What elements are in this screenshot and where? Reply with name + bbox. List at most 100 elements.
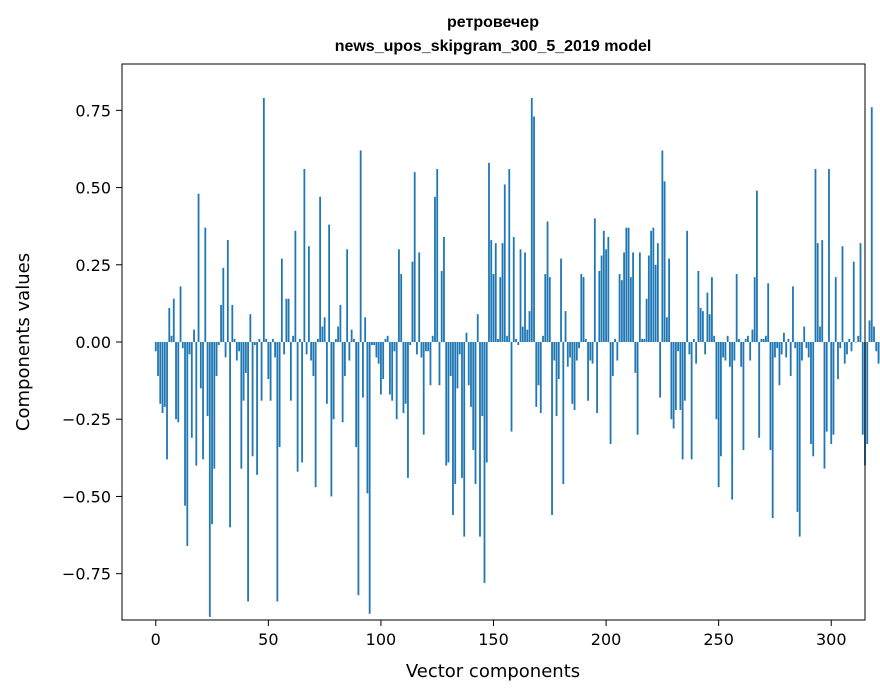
bar-component-275 [774, 342, 776, 358]
bar-component-306 [843, 342, 846, 364]
bar-component-105 [391, 342, 394, 401]
bar-component-107 [395, 342, 398, 420]
bar-component-303 [837, 342, 839, 380]
bar-component-52 [271, 338, 274, 342]
bar-component-127 [440, 270, 443, 342]
bar-component-319 [873, 326, 875, 342]
bar-component-270 [762, 338, 765, 342]
bar-component-24 [208, 342, 211, 617]
bar-component-198 [600, 255, 603, 342]
bar-component-269 [760, 338, 763, 342]
bar-component-101 [382, 342, 385, 380]
bar-component-45 [256, 342, 258, 475]
bar-component-106 [393, 342, 396, 352]
bar-component-6 [168, 308, 171, 342]
bar-component-169 [535, 342, 538, 407]
bar-component-109 [400, 274, 403, 342]
bar-component-243 [701, 311, 704, 342]
bar-component-253 [724, 342, 727, 361]
bar-component-84 [344, 342, 346, 376]
bar-component-108 [398, 249, 400, 342]
bar-component-237 [688, 342, 691, 355]
bar-component-134 [456, 342, 459, 389]
bar-component-47 [260, 342, 263, 401]
bar-component-173 [544, 274, 547, 342]
bar-component-95 [368, 342, 371, 614]
bar-component-137 [463, 342, 466, 537]
x-tick-label: 50 [258, 630, 278, 649]
bar-component-15 [188, 342, 191, 355]
bar-component-129 [445, 342, 448, 466]
bar-component-10 [177, 342, 180, 423]
bar-component-99 [377, 342, 380, 364]
bar-component-130 [447, 342, 450, 463]
bar-component-307 [846, 342, 848, 355]
bar-component-102 [384, 338, 387, 342]
bar-component-16 [190, 342, 193, 438]
bar-component-220 [650, 230, 653, 342]
bar-component-288 [803, 326, 806, 342]
bar-component-234 [681, 342, 684, 460]
bar-component-156 [506, 335, 508, 342]
bar-component-268 [758, 342, 761, 438]
bar-component-50 [267, 342, 270, 380]
bar-component-202 [609, 342, 612, 444]
bar-component-133 [454, 342, 457, 485]
bar-component-188 [578, 342, 580, 349]
bar-component-179 [557, 342, 560, 380]
bar-component-194 [591, 342, 594, 364]
bar-component-132 [452, 342, 454, 515]
bar-component-295 [819, 326, 821, 342]
bar-component-296 [821, 240, 824, 342]
bar-component-119 [422, 342, 425, 435]
bar-component-226 [663, 181, 666, 342]
bar-component-141 [472, 342, 475, 451]
bar-component-40 [244, 342, 247, 373]
bar-component-292 [812, 342, 815, 457]
bar-component-26 [213, 342, 216, 469]
bar-component-230 [672, 342, 675, 429]
bar-component-3 [161, 342, 164, 414]
bar-component-227 [665, 317, 668, 342]
bar-component-252 [722, 342, 725, 358]
bar-component-184 [569, 342, 571, 358]
y-tick-label: 0.75 [75, 101, 111, 120]
bar-component-201 [607, 236, 610, 342]
bar-component-138 [465, 332, 468, 342]
bar-component-81 [337, 326, 340, 342]
bar-component-140 [470, 342, 472, 407]
bar-component-264 [749, 342, 752, 361]
bar-component-155 [503, 184, 506, 342]
bar-component-216 [641, 338, 643, 342]
x-tick-label: 300 [816, 630, 847, 649]
bar-component-205 [616, 342, 619, 361]
bar-component-290 [807, 342, 810, 358]
bar-component-17 [193, 329, 195, 342]
bar-component-21 [202, 342, 204, 460]
bar-component-195 [593, 218, 596, 342]
bar-component-294 [816, 243, 819, 342]
bar-component-44 [253, 342, 256, 346]
chart-subtitle: news_upos_skipgram_300_5_2019 model [335, 38, 652, 55]
bar-component-92 [362, 342, 364, 398]
bar-component-287 [801, 342, 803, 361]
bar-component-289 [805, 342, 808, 349]
bar-component-22 [204, 227, 207, 342]
bar-component-279 [783, 332, 785, 342]
bar-component-49 [265, 338, 267, 342]
bar-component-100 [380, 342, 382, 395]
bar-component-55 [278, 342, 281, 448]
x-axis: 0 50 100 150 200 250 300 [151, 620, 847, 649]
bar-component-143 [476, 314, 479, 342]
bar-component-221 [652, 227, 655, 342]
bar-component-272 [767, 283, 770, 342]
bar-component-261 [742, 342, 745, 451]
bar-component-9 [175, 342, 177, 420]
bar-component-162 [519, 249, 522, 342]
bar-component-282 [789, 342, 792, 376]
bar-component-25 [211, 342, 213, 525]
y-tick-label: 0.00 [75, 333, 111, 352]
bar-component-284 [794, 342, 797, 349]
bar-component-203 [611, 342, 614, 376]
